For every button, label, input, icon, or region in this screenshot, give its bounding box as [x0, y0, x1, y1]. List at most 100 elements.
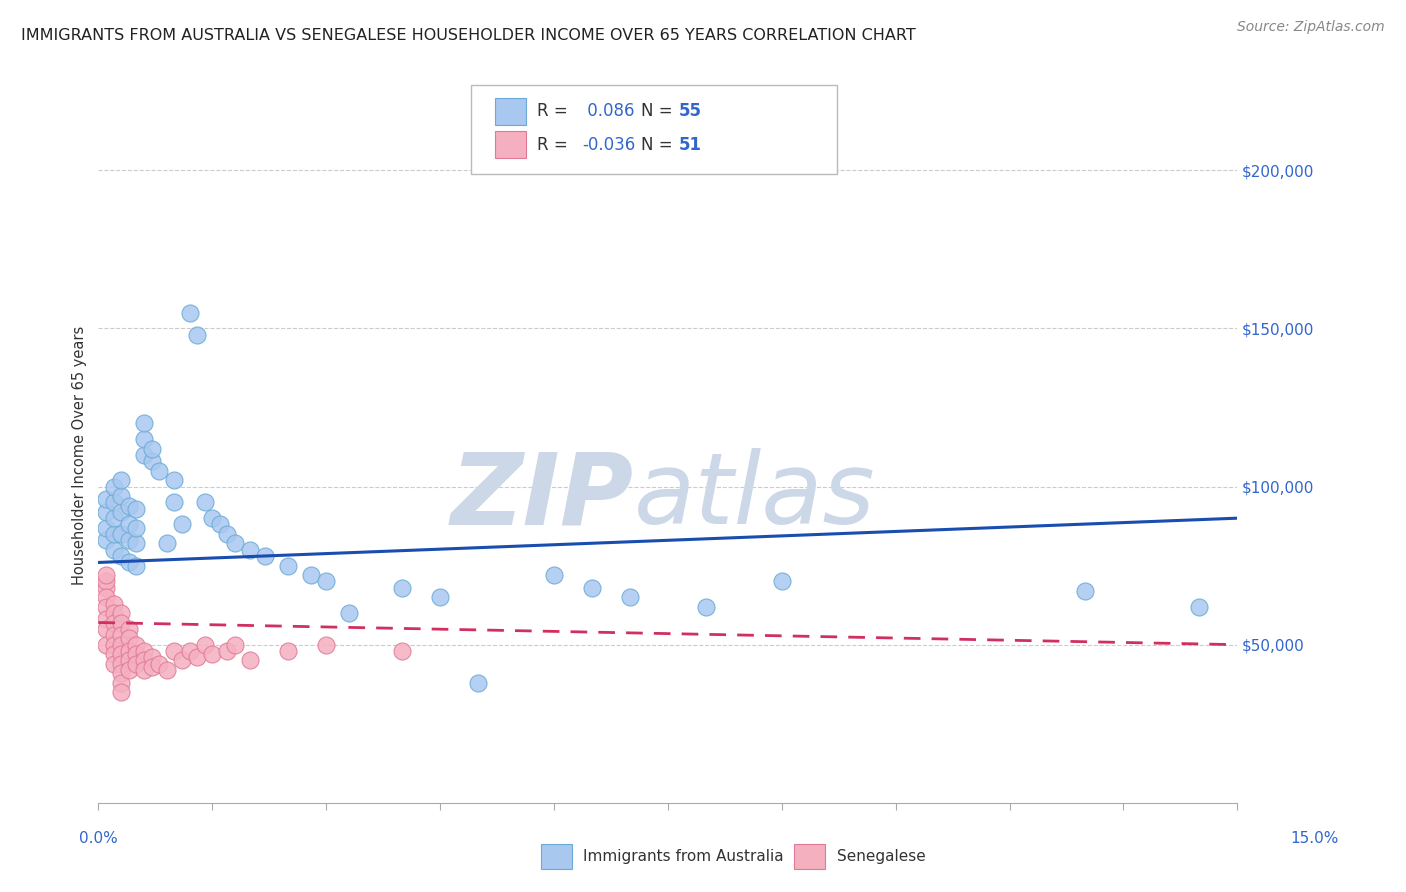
Point [118, 644, 141, 658]
Point [103, 615, 125, 630]
Text: 0.086: 0.086 [582, 103, 634, 120]
Point [94, 492, 117, 507]
Point [110, 638, 132, 652]
Point [163, 495, 186, 509]
Y-axis label: Householder Income Over 65 years: Householder Income Over 65 years [72, 326, 87, 584]
Point [141, 454, 163, 468]
Text: R =: R = [537, 136, 574, 153]
Point [118, 517, 141, 532]
Point [581, 581, 603, 595]
Point [110, 647, 132, 661]
Point [141, 650, 163, 665]
Point [170, 653, 193, 667]
Text: Senegalese: Senegalese [837, 849, 925, 863]
Point [110, 606, 132, 620]
Point [110, 675, 132, 690]
Point [94, 612, 117, 626]
Point [132, 417, 155, 431]
Point [125, 638, 148, 652]
Point [118, 653, 141, 667]
Point [224, 536, 246, 550]
Point [94, 533, 117, 548]
Point [315, 638, 337, 652]
Point [695, 599, 717, 614]
Point [543, 568, 565, 582]
Text: 0.0%: 0.0% [79, 831, 118, 846]
Point [179, 644, 201, 658]
Point [125, 521, 148, 535]
Point [132, 653, 155, 667]
Point [110, 628, 132, 642]
Point [110, 685, 132, 699]
Point [429, 591, 451, 605]
Point [118, 622, 141, 636]
Point [103, 647, 125, 661]
Point [94, 521, 117, 535]
Point [1074, 583, 1097, 598]
Point [118, 556, 141, 570]
Point [224, 638, 246, 652]
Point [103, 479, 125, 493]
Text: N =: N = [641, 136, 678, 153]
Point [125, 657, 148, 671]
Point [194, 495, 217, 509]
Point [239, 542, 262, 557]
Point [103, 628, 125, 642]
Text: 51: 51 [679, 136, 702, 153]
Point [337, 606, 360, 620]
Point [118, 663, 141, 677]
Point [186, 650, 208, 665]
Point [103, 495, 125, 509]
Text: 55: 55 [679, 103, 702, 120]
Text: Source: ZipAtlas.com: Source: ZipAtlas.com [1237, 21, 1385, 34]
Point [103, 527, 125, 541]
Text: IMMIGRANTS FROM AUSTRALIA VS SENEGALESE HOUSEHOLDER INCOME OVER 65 YEARS CORRELA: IMMIGRANTS FROM AUSTRALIA VS SENEGALESE … [21, 29, 915, 43]
Point [125, 501, 148, 516]
Point [163, 473, 186, 487]
Point [132, 644, 155, 658]
Text: N =: N = [641, 103, 678, 120]
Point [94, 505, 117, 519]
Point [201, 511, 224, 525]
Point [277, 644, 299, 658]
Point [315, 574, 337, 589]
Point [94, 581, 117, 595]
Point [125, 647, 148, 661]
Point [118, 533, 141, 548]
Point [770, 574, 793, 589]
Text: 15.0%: 15.0% [1291, 831, 1339, 846]
Point [132, 432, 155, 446]
Text: Immigrants from Australia: Immigrants from Australia [583, 849, 785, 863]
Point [110, 615, 132, 630]
Point [148, 657, 170, 671]
Point [103, 657, 125, 671]
Point [110, 549, 132, 563]
Point [141, 442, 163, 456]
Point [94, 591, 117, 605]
Point [186, 327, 208, 342]
Point [94, 622, 117, 636]
Point [110, 527, 132, 541]
Point [194, 638, 217, 652]
Point [132, 448, 155, 462]
Point [125, 536, 148, 550]
Point [94, 568, 117, 582]
Point [201, 647, 224, 661]
Point [148, 464, 170, 478]
Point [217, 644, 239, 658]
Point [110, 489, 132, 503]
Point [254, 549, 277, 563]
Point [1188, 599, 1211, 614]
Point [208, 517, 231, 532]
Point [467, 675, 489, 690]
Point [619, 591, 641, 605]
Point [94, 599, 117, 614]
Point [217, 527, 239, 541]
Point [277, 558, 299, 573]
Point [110, 666, 132, 681]
Point [94, 638, 117, 652]
Point [156, 536, 179, 550]
Point [299, 568, 322, 582]
Point [179, 305, 201, 319]
Text: ZIP: ZIP [451, 448, 634, 545]
